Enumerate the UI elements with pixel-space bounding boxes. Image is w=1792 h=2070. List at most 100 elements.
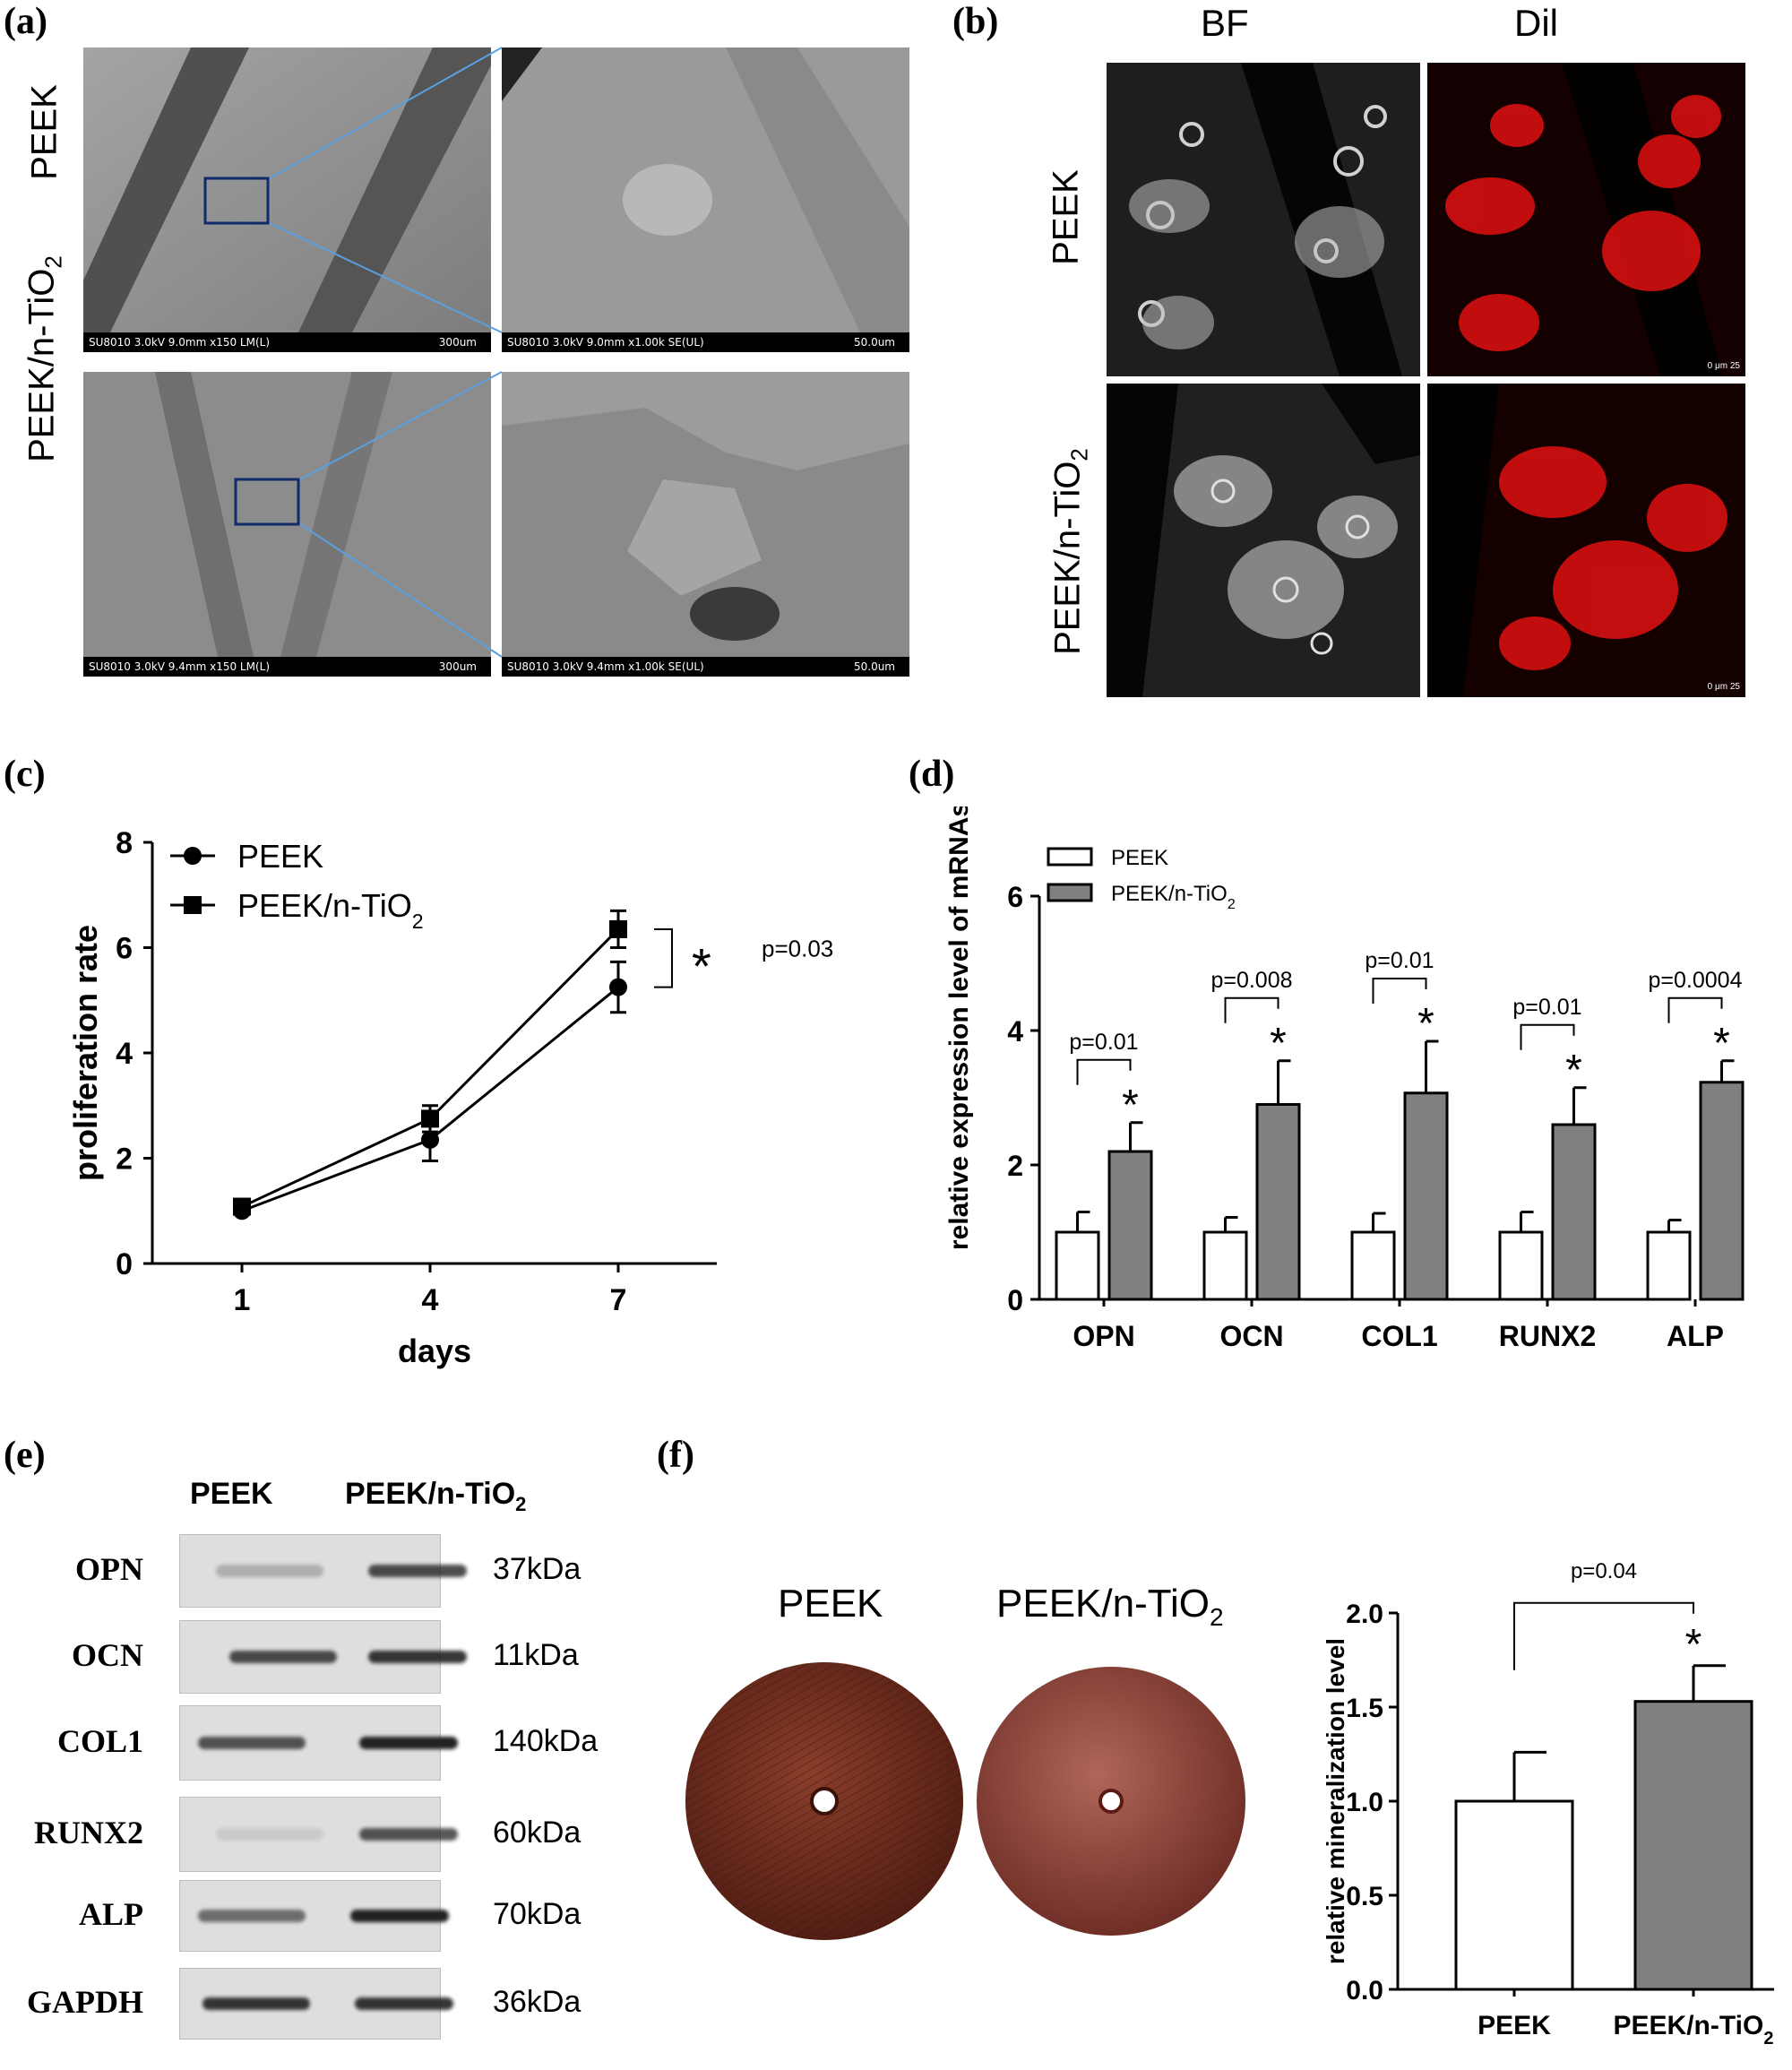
panel-e-col-label-peek-ntio2: PEEK/n-TiO2	[345, 1477, 527, 1515]
blot-band	[229, 1651, 337, 1663]
disc-label-peek: PEEK	[778, 1582, 883, 1626]
y-tick-label: 0	[116, 1247, 133, 1281]
panel-e-col-label-peek: PEEK	[190, 1477, 273, 1511]
bar-gray	[1107, 1150, 1153, 1301]
blot-band	[368, 1651, 467, 1663]
data-point-square	[233, 1197, 251, 1216]
x-axis-label: days	[398, 1333, 471, 1369]
x-tick-label: RUNX2	[1499, 1320, 1596, 1352]
blot-strip-gapdh	[179, 1968, 453, 2040]
significance-star: *	[1417, 1000, 1434, 1048]
blot-kda-label: 60kDa	[493, 1816, 582, 1850]
x-tick-label: OCN	[1219, 1320, 1283, 1352]
significance-star: *	[1122, 1082, 1139, 1129]
y-tick-label: 2.0	[1346, 1600, 1383, 1629]
sem-peek-low-mag: SU8010 3.0kV 9.0mm x150 LM(L) 300um	[83, 47, 491, 352]
x-tick-label: PEEK	[1478, 2011, 1551, 2040]
dil-scale-bar-text: 0 μm 25	[1707, 682, 1740, 692]
sem-peek-ntio2-high-mag: SU8010 3.0kV 9.4mm x1.00k SE(UL) 50.0um	[502, 372, 909, 677]
p-value-label: p=0.03	[762, 935, 833, 962]
panel-f-letter: (f)	[657, 1435, 694, 1476]
y-axis-label: relative mineralization level	[1322, 1638, 1349, 1964]
blot-kda-label: 11kDa	[493, 1638, 579, 1672]
series-line-1	[241, 927, 620, 1208]
y-tick-label: 0.5	[1346, 1882, 1383, 1911]
y-tick-label: 1.0	[1346, 1788, 1383, 1817]
bar-gray	[1699, 1081, 1745, 1301]
bf-image-peek	[1107, 63, 1420, 376]
sem-caption-bar: SU8010 3.0kV 9.4mm x1.00k SE(UL) 50.0um	[502, 657, 909, 677]
x-tick-label: 7	[610, 1283, 627, 1317]
bar-gray	[1403, 1091, 1449, 1301]
p-value-label: p=0.01	[1069, 1030, 1138, 1055]
legend-label: PEEK/n-TiO2	[237, 887, 424, 933]
bar-white	[1498, 1230, 1544, 1301]
mineralization-bar-chart: 0.0 0.5 1.0 1.5 2.0 relative mineralization l…	[1322, 1559, 1774, 2048]
data-point-square	[609, 919, 627, 938]
blot-kda-label: 70kDa	[493, 1897, 582, 1931]
blot-protein-label: GAPDH	[27, 1984, 143, 2020]
blot-band	[350, 1910, 449, 1922]
bar-gray	[1255, 1103, 1301, 1301]
significance-bracket	[1520, 1023, 1575, 1050]
significance-bracket	[1372, 978, 1427, 1004]
panel-c-letter: (c)	[4, 754, 46, 795]
significance-star: *	[1565, 1047, 1582, 1094]
p-value-label: p=0.0004	[1649, 968, 1743, 993]
x-tick-label: ALP	[1667, 1320, 1724, 1352]
significance-bracket	[1076, 1058, 1132, 1085]
data-point-circle	[421, 1130, 439, 1149]
bar-gray	[1551, 1123, 1597, 1301]
y-tick-label: 6	[116, 932, 133, 966]
legend-marker	[184, 847, 202, 865]
significance-bracket	[654, 927, 673, 988]
panel-b-col-label-dil: Dil	[1514, 2, 1558, 44]
significance-star: *	[1713, 1020, 1730, 1067]
blot-band	[216, 1828, 323, 1841]
data-point-square	[421, 1109, 439, 1128]
sem-peek-high-mag: SU8010 3.0kV 9.0mm x1.00k SE(UL) 50.0um	[502, 47, 909, 352]
legend-label: PEEK	[237, 838, 323, 875]
blot-band	[216, 1565, 323, 1577]
x-tick-label: COL1	[1361, 1320, 1437, 1352]
legend-label: PEEK/n-TiO2	[1111, 882, 1236, 912]
bar-white	[1646, 1230, 1692, 1301]
blot-kda-label: 36kDa	[493, 1985, 582, 2019]
blot-kda-label: 140kDa	[493, 1724, 599, 1758]
y-tick-label: 0.0	[1346, 1976, 1383, 2005]
blot-band	[368, 1565, 467, 1577]
bar-white	[1454, 1799, 1574, 1991]
panel-e-letter: (e)	[4, 1435, 46, 1476]
legend-marker	[184, 896, 202, 914]
y-tick-label: 0	[1007, 1284, 1023, 1316]
y-tick-label: 8	[116, 826, 133, 860]
sem-caption-bar: SU8010 3.0kV 9.0mm x1.00k SE(UL) 50.0um	[502, 332, 909, 352]
dil-image-peek-ntio2: 0 μm 25	[1427, 384, 1745, 697]
y-tick-label: 6	[1007, 881, 1023, 913]
significance-bracket	[1513, 1601, 1694, 1670]
legend-label: PEEK	[1111, 846, 1168, 870]
dil-scale-bar-text: 0 μm 25	[1707, 361, 1740, 371]
bar-gray	[1633, 1700, 1753, 1991]
blot-strip-runx2	[179, 1797, 458, 1872]
blot-kda-label: 37kDa	[493, 1552, 582, 1586]
panel-b-row-label-peek: PEEK	[1046, 169, 1086, 265]
blot-band	[198, 1910, 306, 1922]
blot-strip-col1	[179, 1705, 458, 1781]
proliferation-line-chart: 0 2 4 6 8 1 4 7 days proliferation rate PEEK PEEK/n…	[67, 826, 833, 1369]
x-tick-label: 4	[422, 1283, 439, 1317]
x-tick-label: 1	[234, 1283, 251, 1317]
sem-caption-bar: SU8010 3.0kV 9.0mm x150 LM(L) 300um	[83, 332, 491, 352]
blot-protein-label: OCN	[72, 1637, 143, 1673]
zoom-connector-lines	[269, 47, 503, 658]
panel-d-letter: (d)	[909, 754, 955, 795]
y-axis-label: relative expression level of mRNAs	[944, 806, 974, 1250]
y-tick-label: 4	[1007, 1015, 1023, 1048]
data-point-circle	[609, 978, 627, 996]
significance-star: *	[1685, 1621, 1702, 1669]
sem-peek-ntio2-low-mag: SU8010 3.0kV 9.4mm x150 LM(L) 300um	[83, 372, 491, 677]
blot-protein-label: OPN	[75, 1551, 143, 1587]
bar-white	[1350, 1230, 1396, 1301]
panel-b-row-label-peek-ntio2: PEEK/n-TiO2	[1047, 448, 1093, 655]
blot-strip-ocn	[179, 1620, 467, 1694]
